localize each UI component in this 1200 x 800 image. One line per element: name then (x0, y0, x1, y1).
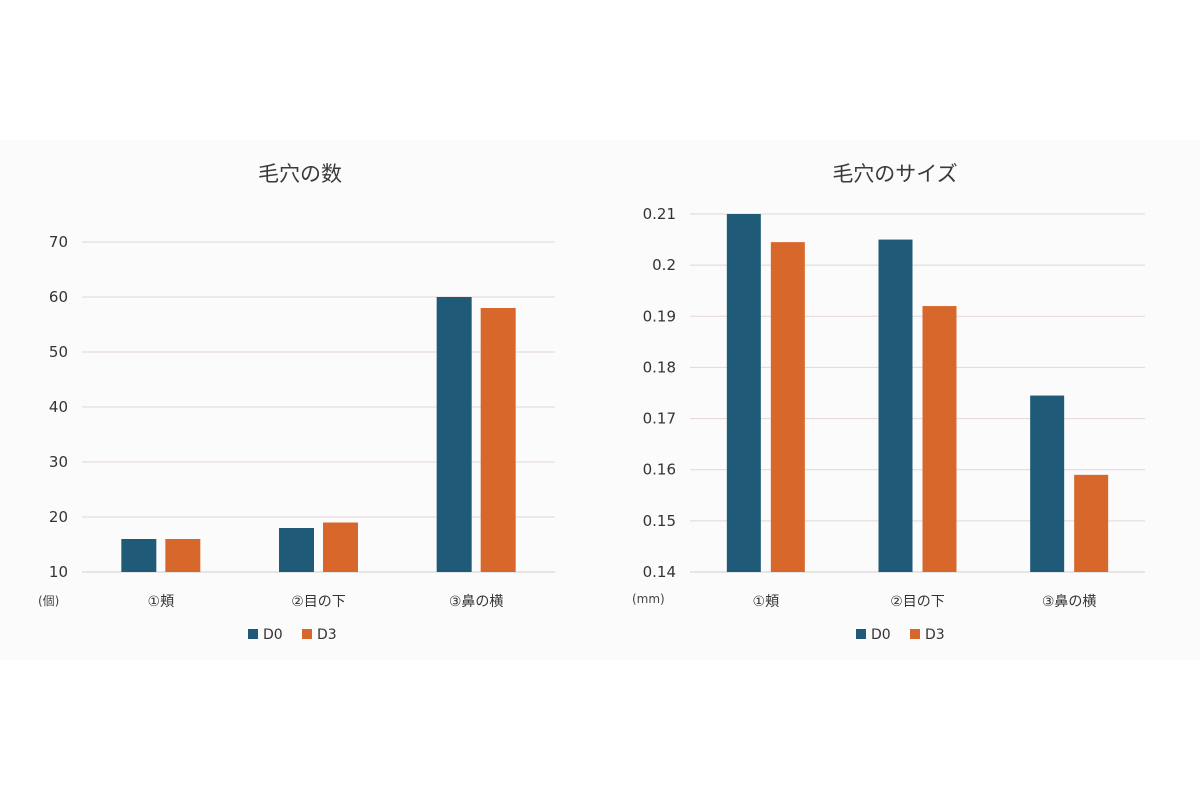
chart-title: 毛穴のサイズ (832, 162, 957, 186)
pore-size-chart: 毛穴のサイズ (mm) D0 D3 0.14 0.15 0.16 0.17 0.18 0.… (632, 162, 1145, 643)
y-tick-label: 70 (49, 233, 68, 251)
y-tick-label: 0.15 (643, 512, 676, 530)
bar-d3-2 (323, 522, 358, 572)
y-unit-label: (個) (38, 594, 59, 608)
legend-swatch-d0 (248, 629, 258, 639)
bar-d3-3 (1074, 474, 1109, 572)
y-tick-label: 10 (49, 563, 68, 581)
y-tick-label: 0.18 (643, 358, 676, 376)
y-unit-label: (mm) (632, 592, 665, 606)
legend: D0 D3 (248, 627, 337, 643)
bar-d3-3 (480, 308, 516, 572)
y-tick-label: 0.14 (643, 563, 676, 581)
bar-d0-2 (279, 528, 314, 572)
bar-d0-3 (1030, 395, 1065, 572)
bar-d3-1 (770, 242, 805, 572)
legend: D0 D3 (856, 627, 945, 643)
x-category-label: ①頬 (753, 594, 780, 610)
x-category-label: ①頬 (148, 594, 175, 610)
bar-d0-1 (121, 539, 157, 572)
legend-label-d0: D0 (263, 627, 283, 643)
legend-swatch-d3 (910, 629, 920, 639)
y-tick-label: 30 (49, 453, 68, 471)
chart-background (0, 140, 1200, 660)
chart-title: 毛穴の数 (258, 162, 342, 186)
y-tick-label: 60 (49, 288, 68, 306)
x-category-label: ②目の下 (890, 594, 945, 610)
y-tick-label: 0.2 (652, 256, 676, 274)
x-category-label: ③鼻の横 (1042, 593, 1097, 610)
legend-label-d0: D0 (871, 627, 891, 643)
legend-swatch-d0 (856, 629, 866, 639)
bar-d0-3 (436, 297, 472, 572)
bar-d0-2 (878, 239, 913, 573)
pore-count-chart: 毛穴の数 (個) D0 D3 10 20 30 40 50 60 70 ①頬 ②目の下 ③鼻の横 (38, 162, 555, 643)
legend-label-d3: D3 (925, 627, 945, 643)
bar-d3-1 (165, 539, 201, 572)
bar-d3-2 (922, 306, 957, 572)
y-tick-label: 0.16 (643, 461, 676, 479)
legend-label-d3: D3 (317, 627, 337, 643)
y-tick-label: 0.19 (643, 307, 676, 325)
bar-d0-1 (726, 214, 761, 572)
legend-swatch-d3 (302, 629, 312, 639)
y-tick-label: 20 (49, 508, 68, 526)
y-tick-label: 40 (49, 398, 68, 416)
y-tick-label: 0.21 (643, 205, 676, 223)
y-tick-label: 0.17 (643, 410, 676, 428)
y-tick-label: 50 (49, 343, 68, 361)
x-category-label: ③鼻の横 (449, 593, 504, 610)
x-category-label: ②目の下 (291, 594, 346, 610)
